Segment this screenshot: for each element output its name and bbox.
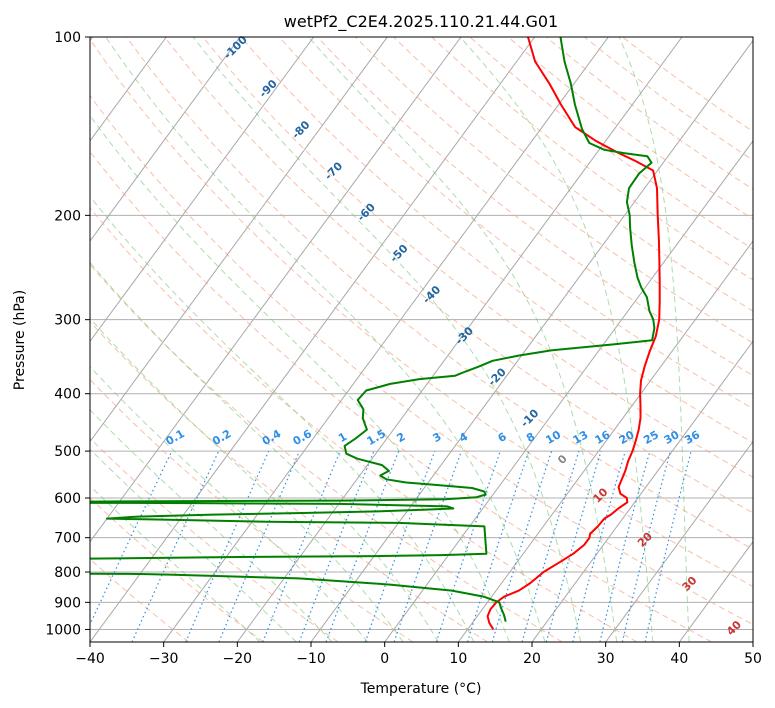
dry-adiabat [164,37,753,514]
moist-adiabat [90,485,261,642]
mixing-ratio-line [298,450,375,642]
x-tick-label: 20 [523,651,541,667]
x-tick-label: 30 [597,651,615,667]
dry-adiabat [126,37,753,550]
y-tick-label: 800 [54,565,81,581]
isotherm-line [605,440,753,642]
x-tick-label: 50 [744,651,762,667]
dewpoint-profile [90,37,656,622]
mixing-ratio-line [90,450,173,626]
y-tick-label: 1000 [45,622,81,638]
moist-adiabat [90,409,333,642]
temperature-profile [486,37,661,630]
y-tick-label: 600 [54,491,81,507]
isotherm-line [90,37,315,343]
dry-adiabat [90,150,712,642]
moist-adiabat [90,261,439,642]
chart-title: wetPf2_C2E4.2025.110.21.44.G01 [284,12,558,32]
mixing-ratio-line [131,450,220,642]
y-axis-title: Pressure (hPa) [12,290,28,390]
mixing-ratio-line [521,450,580,642]
isotherm-line [457,240,753,642]
dry-adiabat [90,94,753,626]
y-tick-label: 400 [54,387,81,403]
isotherm-line [90,37,536,642]
x-tick-label: −10 [296,651,326,667]
moist-adiabat [459,37,654,642]
isotherm-line [163,37,609,642]
y-tick-label: 300 [54,313,81,329]
dry-adiabat [316,37,753,377]
mixing-ratio-line [466,450,530,642]
y-tick-label: 500 [54,444,81,460]
dry-adiabat [278,37,753,410]
x-tick-label: −20 [223,651,253,667]
moist-adiabat [105,37,546,642]
plot-frame [89,36,754,643]
x-tick-label: 10 [449,651,467,667]
profile-lines [90,37,661,630]
dry-adiabat [90,38,753,587]
moist-adiabat [618,37,690,642]
dry-adiabat [355,37,753,344]
x-axis: −40 −30 −20 −10 0 10 20 30 40 50 [75,642,762,667]
mixing-ratio-line [491,450,553,642]
moist-adiabat [308,37,618,642]
x-tick-label: 40 [670,651,688,667]
mixing-ratio-line [325,450,400,642]
mixing-ratio-line [545,450,602,642]
isotherm-line [90,37,167,142]
dry-adiabat [90,207,638,642]
moist-adiabat [90,448,297,642]
x-tick-label: −30 [149,651,179,667]
y-tick-label: 100 [54,30,81,46]
isotherm-line [236,37,683,642]
isotherm-line [90,37,241,242]
y-tick-label: 200 [54,208,81,224]
x-axis-title: Temperature (°C) [360,681,482,697]
y-tick-label: 900 [54,595,81,611]
isotherm-line [531,340,753,642]
isotherm-line [384,140,753,642]
isotherm-line [90,37,388,443]
x-tick-label: 0 [380,651,389,667]
x-tick-label: −40 [75,651,105,667]
y-axis: 100 200 300 400 500 600 700 800 900 1000 [45,30,90,638]
dry-adiabat [90,378,414,642]
y-tick-label: 700 [54,531,81,547]
moist-adiabat [192,37,582,642]
mixing-ratio-line [435,450,501,642]
moist-adiabat [90,317,404,642]
